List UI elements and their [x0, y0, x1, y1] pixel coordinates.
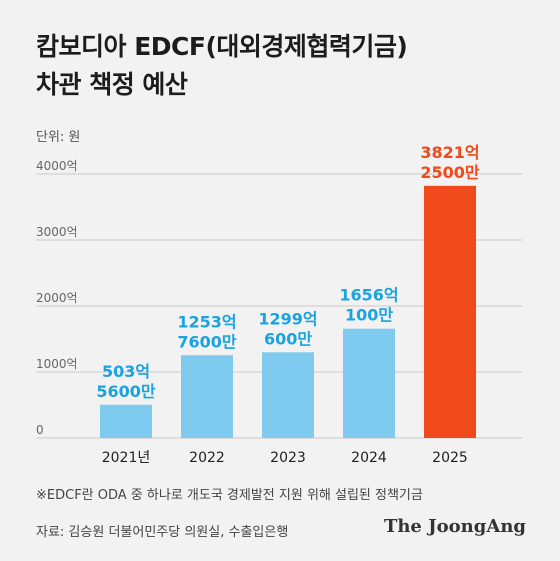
data-label: 5600만	[96, 382, 156, 401]
chart-title-line1: 캄보디아 EDCF(대외경제협력기금)	[36, 32, 408, 61]
x-tick-label: 2023	[270, 450, 306, 466]
data-label: 600만	[264, 329, 312, 348]
bar	[100, 404, 152, 438]
x-tick-label: 2021년	[102, 450, 151, 466]
y-tick-label: 1000억	[36, 357, 78, 371]
unit-label: 단위: 원	[36, 130, 81, 145]
bar	[262, 352, 314, 438]
data-label: 1656억	[339, 286, 398, 305]
bar	[424, 185, 476, 438]
x-tick-label: 2024	[351, 450, 387, 466]
y-tick-label: 4000억	[36, 159, 78, 173]
y-tick-label: 3000억	[36, 225, 78, 239]
data-label: 2500만	[420, 163, 480, 182]
data-label: 1299억	[258, 309, 317, 328]
brand-logo: The JoongAng	[383, 516, 526, 537]
chart-title: 캄보디아 EDCF(대외경제협력기금) 차관 책정 예산	[36, 28, 408, 104]
data-label: 503억	[102, 362, 150, 381]
bar	[343, 328, 395, 438]
y-tick-label: 0	[36, 423, 44, 437]
chart-title-line2: 차관 책정 예산	[36, 70, 188, 99]
data-label: 1253억	[177, 312, 236, 331]
y-tick-label: 2000억	[36, 291, 78, 305]
x-tick-label: 2025	[432, 450, 468, 466]
data-label: 7600만	[177, 332, 237, 351]
bar	[181, 355, 233, 438]
footnote: ※EDCF란 ODA 중 하나로 개도국 경제발전 지원 위해 설립된 정책기금	[36, 488, 423, 503]
data-label: 100만	[345, 306, 393, 325]
source-note: 자료: 김승원 더불어민주당 의원실, 수출입은행	[36, 525, 289, 540]
x-tick-label: 2022	[189, 450, 225, 466]
data-label: 3821억	[420, 143, 479, 162]
